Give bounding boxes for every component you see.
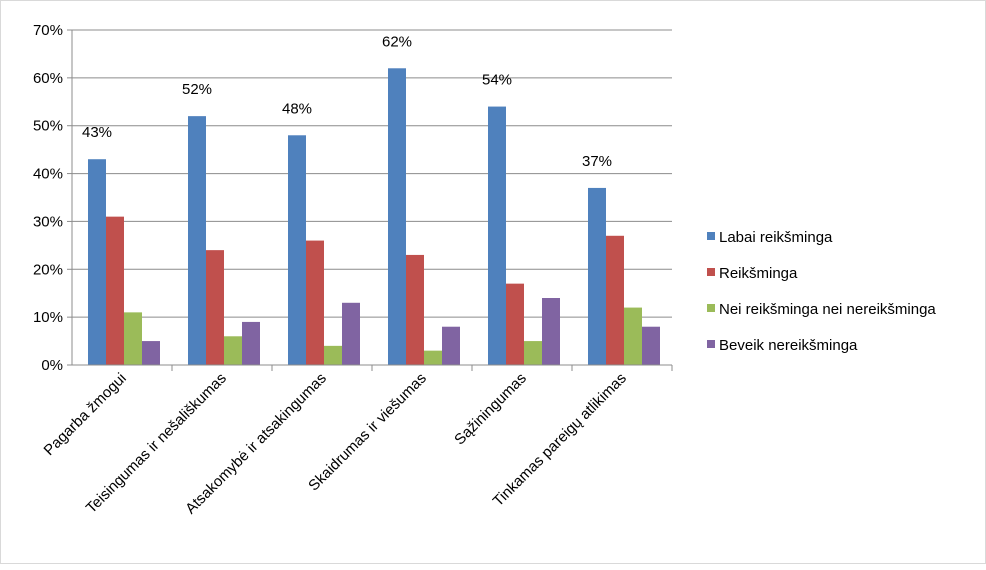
gridlines xyxy=(72,29,672,318)
bar xyxy=(324,345,342,365)
bar xyxy=(424,350,442,365)
data-label: 48% xyxy=(282,100,312,117)
legend-swatch xyxy=(707,340,715,348)
bar xyxy=(488,106,506,366)
bar xyxy=(406,254,424,365)
y-tick-label: 60% xyxy=(33,70,63,87)
bar xyxy=(242,321,260,365)
legend: Labai reikšminga Reikšminga Nei reikšminga… xyxy=(707,229,936,354)
bar xyxy=(506,283,524,365)
legend-label: Beveik nereikšminga xyxy=(719,337,858,354)
data-labels: 43% 52% 48% 62% 54% 37% xyxy=(82,33,612,170)
legend-label: Reikšminga xyxy=(719,265,798,282)
data-label: 52% xyxy=(182,81,212,98)
bar xyxy=(106,216,124,365)
bar xyxy=(224,336,242,365)
x-tick-label: Skaidrumas ir viešumas xyxy=(305,370,430,495)
bar xyxy=(524,341,542,365)
y-tick-label: 20% xyxy=(33,261,63,278)
data-label: 37% xyxy=(582,153,612,170)
data-label: 43% xyxy=(82,124,112,141)
y-tick-label: 40% xyxy=(33,166,63,183)
bar xyxy=(206,250,224,365)
bar xyxy=(442,326,460,365)
bar xyxy=(588,187,606,365)
legend-swatch xyxy=(707,232,715,240)
data-label: 54% xyxy=(482,72,512,89)
bar xyxy=(542,298,560,365)
data-label: 62% xyxy=(382,33,412,50)
y-tick-label: 70% xyxy=(33,22,63,39)
y-tick-label: 10% xyxy=(33,309,63,326)
y-tick-label: 50% xyxy=(33,118,63,135)
legend-swatch xyxy=(707,304,715,312)
x-tick-label: Pagarba žmogui xyxy=(41,370,130,459)
y-tick-label: 0% xyxy=(41,357,63,374)
bar xyxy=(142,341,160,365)
bar xyxy=(88,159,106,365)
bars xyxy=(88,68,660,366)
legend-swatch xyxy=(707,268,715,276)
bar xyxy=(388,68,406,366)
bar xyxy=(624,307,642,365)
bar xyxy=(306,240,324,365)
bar xyxy=(288,135,306,365)
bar xyxy=(606,235,624,365)
x-tick-label: Sąžiningumas xyxy=(451,370,530,449)
bar xyxy=(342,302,360,365)
bar xyxy=(642,326,660,365)
legend-label: Nei reikšminga nei nereikšminga xyxy=(719,301,936,318)
bar xyxy=(124,312,142,365)
y-tick-label: 30% xyxy=(33,213,63,230)
legend-label: Labai reikšminga xyxy=(719,229,833,246)
bar xyxy=(188,116,206,366)
